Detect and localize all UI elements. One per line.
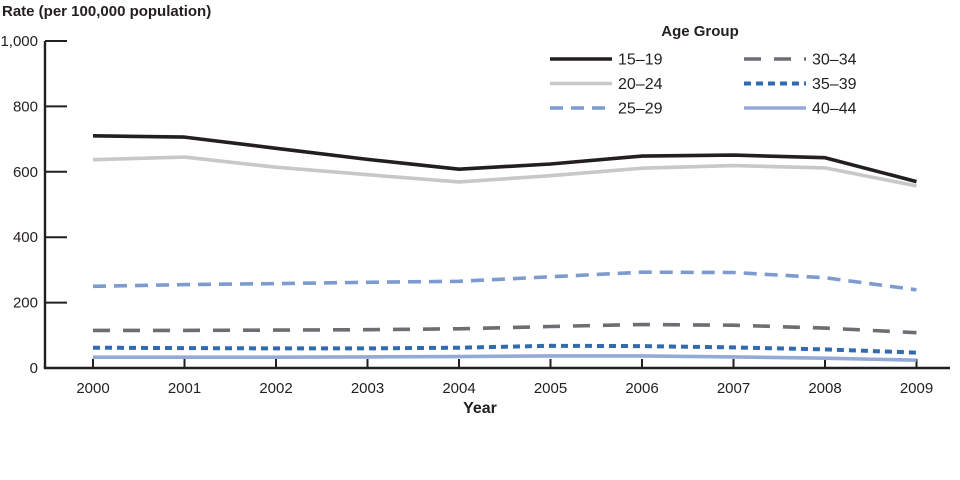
legend-title: Age Group [661,23,739,40]
x-axis-title: Year [463,400,497,417]
series-line-30-34 [93,322,917,335]
y-tick-label: 200 [13,295,38,312]
y-axis-title: Rate (per 100,000 population) [2,3,212,20]
legend-label: 30–34 [812,52,857,69]
series-line-20-24 [92,155,917,188]
x-tick-label: 2004 [442,380,475,397]
legend-label: 25–29 [618,101,663,118]
y-tick-label: 600 [13,164,38,181]
series-line-35-39 [92,343,917,355]
y-tick-label: 800 [13,98,38,115]
legend-label: 40–44 [812,101,857,118]
x-tick-label: 2006 [625,380,658,397]
legend-label: 20–24 [618,76,663,93]
y-tick-label: 1,000 [0,33,38,50]
series-line-15-19 [92,134,917,184]
x-tick-label: 2009 [900,380,933,397]
x-tick-label: 2007 [717,380,750,397]
y-tick-label: 0 [30,360,38,377]
legend-label: 35–39 [812,76,857,93]
x-tick-label: 2001 [168,380,201,397]
series-line-40-44 [93,354,917,362]
x-tick-label: 2003 [351,380,384,397]
x-tick-label: 2000 [76,380,109,397]
y-tick-label: 400 [13,229,38,246]
x-tick-label: 2002 [259,380,292,397]
x-tick-label: 2008 [808,380,841,397]
legend-label: 15–19 [618,52,663,69]
series-line-25-29 [92,270,917,292]
x-tick-label: 2005 [534,380,567,397]
